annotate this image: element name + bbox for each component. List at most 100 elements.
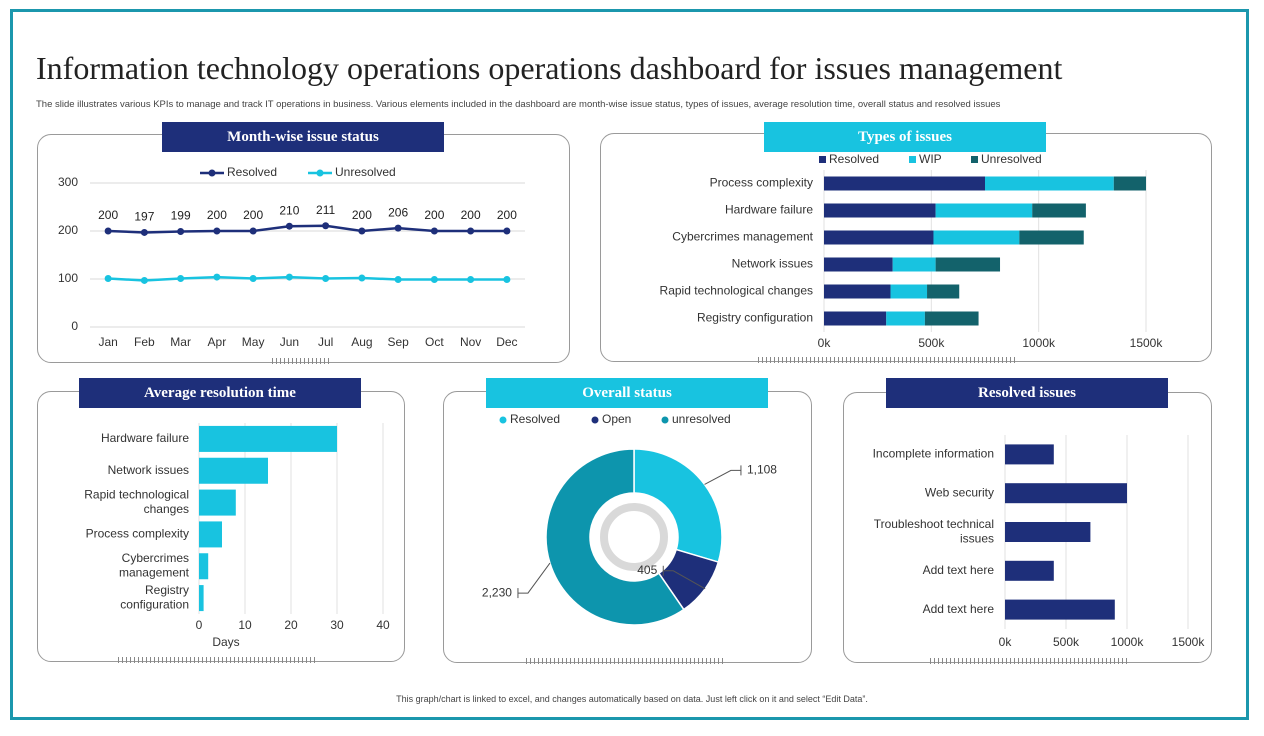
overall-slice-resolved bbox=[633, 448, 723, 564]
footnote: This graph/chart is linked to excel, and… bbox=[396, 694, 868, 704]
avg-bar bbox=[199, 521, 222, 548]
avg-xtick-label: 0 bbox=[196, 618, 203, 632]
overall-leader-line bbox=[704, 469, 741, 485]
month-point-unresolved bbox=[177, 275, 185, 283]
overall-legend-marker bbox=[591, 416, 599, 424]
month-point-resolved bbox=[358, 227, 366, 235]
avg-xtick-label: 40 bbox=[376, 618, 390, 632]
month-xtick-label: Mar bbox=[170, 335, 191, 349]
types-bar-unresolved bbox=[935, 257, 1001, 272]
avg-bar bbox=[199, 425, 337, 452]
overall-data-label: 2,230 bbox=[482, 585, 512, 599]
month-data-label: 200 bbox=[497, 208, 517, 222]
avg-category-label: management bbox=[119, 566, 190, 580]
month-xtick-label: Jul bbox=[318, 335, 333, 349]
overall-panel-title: Overall status bbox=[486, 378, 768, 408]
month-series-line-unresolved bbox=[108, 275, 507, 282]
month-point-unresolved bbox=[467, 275, 475, 283]
resolved-bar bbox=[1005, 522, 1091, 542]
types-bar-wip bbox=[892, 257, 936, 272]
resolved-xtick-label: 0k bbox=[999, 635, 1013, 649]
resolved-xtick-label: 1000k bbox=[1111, 635, 1145, 649]
month-data-label: 200 bbox=[207, 208, 227, 222]
month-ytick-label: 300 bbox=[58, 175, 78, 189]
month-legend-label: Unresolved bbox=[335, 165, 396, 179]
month-point-resolved bbox=[285, 222, 293, 230]
month-xtick-label: May bbox=[242, 335, 265, 349]
overall-leader-line bbox=[517, 562, 551, 594]
overall-legend-label: unresolved bbox=[672, 412, 731, 426]
types-category-label: Rapid technological changes bbox=[660, 284, 813, 298]
month-point-resolved bbox=[140, 228, 148, 236]
types-legend-marker bbox=[971, 156, 978, 163]
types-bar-resolved bbox=[824, 176, 985, 191]
types-category-label: Registry configuration bbox=[697, 311, 813, 325]
avg-xtick-label: 20 bbox=[284, 618, 298, 632]
avg-category-label: Network issues bbox=[108, 463, 189, 477]
month-data-label: 199 bbox=[171, 209, 191, 223]
month-xtick-label: Nov bbox=[460, 335, 481, 349]
month-panel-ticks bbox=[272, 358, 332, 364]
types-legend-label: WIP bbox=[919, 152, 942, 166]
types-bar-unresolved bbox=[924, 311, 979, 326]
types-bar-wip bbox=[886, 311, 925, 326]
avg-bar bbox=[199, 553, 209, 580]
avg-xtick-label: 10 bbox=[238, 618, 252, 632]
month-point-resolved bbox=[503, 227, 511, 235]
month-xtick-label: Sep bbox=[387, 335, 409, 349]
avg-category-label: configuration bbox=[120, 598, 189, 612]
avg-category-label: Process complexity bbox=[86, 527, 189, 541]
month-data-label: 210 bbox=[279, 203, 299, 217]
avg-category-label: changes bbox=[144, 502, 189, 516]
month-point-unresolved bbox=[358, 274, 366, 282]
types-xtick-label: 1500k bbox=[1130, 336, 1164, 350]
month-data-label: 211 bbox=[316, 203, 335, 217]
month-xtick-label: Apr bbox=[208, 335, 227, 349]
month-point-resolved bbox=[213, 227, 221, 235]
types-category-label: Network issues bbox=[732, 257, 813, 271]
avg-panel-title: Average resolution time bbox=[79, 378, 361, 408]
types-xtick-label: 500k bbox=[918, 336, 945, 350]
types-category-label: Cybercrimes management bbox=[672, 230, 813, 244]
month-chart: 0 100 200 300 Jan Feb Mar Apr May Jun Jul Aug Sep Oct… bbox=[58, 165, 525, 349]
month-panel: 0 100 200 300 Jan Feb Mar Apr May Jun Jul Aug Sep Oct… bbox=[37, 134, 570, 363]
month-point-unresolved bbox=[104, 275, 112, 283]
avg-bar bbox=[199, 489, 236, 516]
avg-category-label: Hardware failure bbox=[101, 431, 189, 445]
overall-legend-marker bbox=[499, 416, 507, 424]
types-panel-ticks bbox=[758, 357, 1018, 363]
resolved-category-label: Troubleshoot technical bbox=[874, 517, 994, 531]
month-point-unresolved bbox=[503, 275, 511, 283]
month-point-resolved bbox=[394, 224, 402, 232]
avg-bar bbox=[199, 585, 204, 612]
resolved-bar bbox=[1005, 560, 1054, 581]
avg-chart: 0 10 20 30 40 Days Hardware failure Network iss… bbox=[84, 423, 390, 649]
resolved-chart: 0k 500k 1000k 1500k Incomplete information We… bbox=[873, 435, 1205, 649]
month-series-line-resolved bbox=[108, 224, 507, 234]
types-bar-wip bbox=[985, 176, 1114, 191]
overall-inner-ring bbox=[600, 503, 668, 571]
overall-data-label: 405 bbox=[637, 563, 657, 577]
resolved-category-label: Incomplete information bbox=[873, 447, 994, 461]
types-panel: 0k 500k 1000k 1500k Process complexity Hardwa… bbox=[600, 133, 1212, 362]
month-ytick-label: 100 bbox=[58, 271, 78, 285]
month-point-unresolved bbox=[140, 276, 148, 284]
resolved-bar bbox=[1005, 483, 1127, 504]
month-data-label: 200 bbox=[424, 208, 444, 222]
types-bar-wip bbox=[933, 230, 1020, 245]
types-bar-unresolved bbox=[1019, 230, 1084, 245]
types-legend-label: Resolved bbox=[829, 152, 879, 166]
month-point-resolved bbox=[467, 227, 475, 235]
avg-panel: 0 10 20 30 40 Days Hardware failure Network iss… bbox=[37, 391, 405, 662]
resolved-bar bbox=[1005, 444, 1054, 465]
month-xtick-label: Jan bbox=[98, 335, 117, 349]
month-ytick-label: 200 bbox=[58, 223, 78, 237]
avg-xtick-label: 30 bbox=[330, 618, 344, 632]
overall-leader-line bbox=[663, 570, 706, 590]
types-bar-unresolved bbox=[927, 284, 960, 299]
overall-panel: 1,108 405 2,230 Resolved Open unresolved bbox=[443, 391, 812, 663]
month-point-resolved bbox=[249, 227, 257, 235]
types-bar-wip bbox=[935, 203, 1033, 218]
month-data-label: 206 bbox=[388, 205, 408, 219]
month-xtick-label: Jun bbox=[280, 335, 299, 349]
